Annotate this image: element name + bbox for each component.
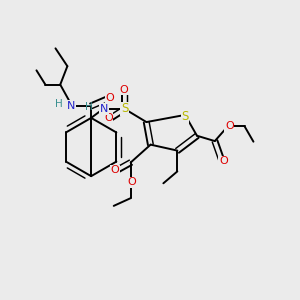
Text: O: O — [219, 156, 228, 166]
Text: O: O — [120, 85, 128, 95]
Text: N: N — [67, 101, 76, 111]
Text: O: O — [128, 177, 136, 187]
Text: S: S — [121, 103, 128, 116]
Text: O: O — [225, 121, 234, 131]
Text: S: S — [182, 110, 189, 123]
Text: H: H — [85, 102, 93, 112]
Text: O: O — [105, 93, 114, 103]
Text: O: O — [104, 113, 113, 123]
Text: N: N — [100, 104, 108, 114]
Text: O: O — [111, 165, 120, 175]
Text: H: H — [55, 99, 63, 109]
